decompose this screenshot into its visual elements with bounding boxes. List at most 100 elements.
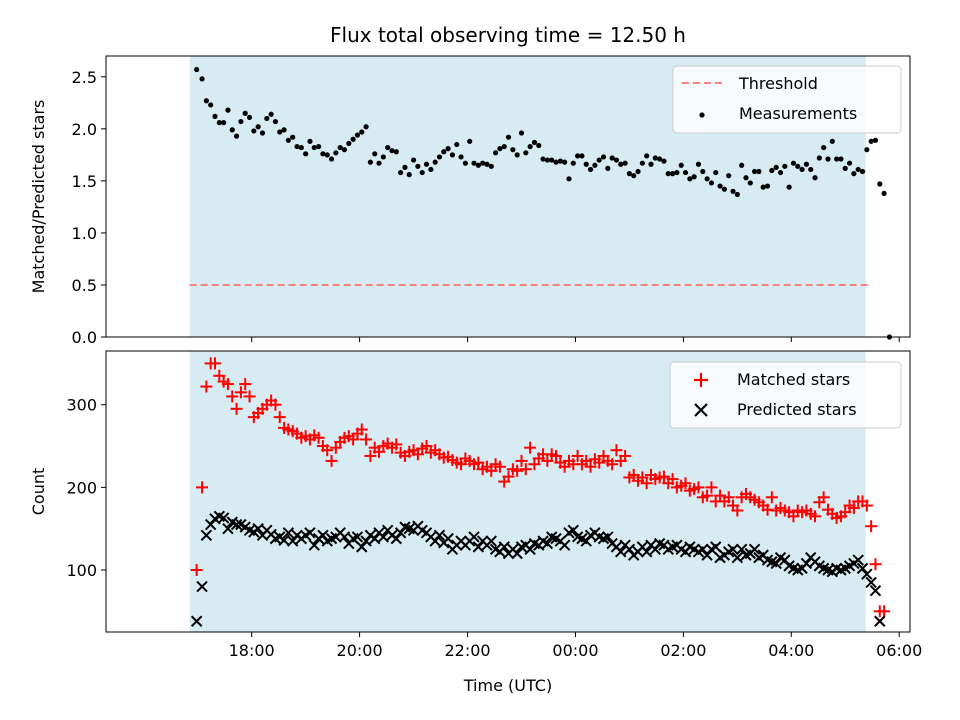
matched-star-point (221, 378, 234, 391)
measurement-point (471, 160, 477, 166)
predicted-star-point (230, 518, 243, 531)
measurement-point (648, 161, 654, 167)
y-tick-label: 0.5 (72, 276, 97, 295)
predicted-star-point (800, 557, 813, 570)
matched-star-point (208, 357, 221, 370)
matched-star-point (200, 380, 213, 393)
matched-star-point (541, 454, 554, 467)
y-tick-label: 1.0 (72, 224, 97, 243)
predicted-star-point (468, 531, 480, 543)
predicted-star-point (360, 535, 372, 547)
measurement-point (730, 188, 736, 194)
measurement-point (398, 169, 404, 176)
bottom-axes-frame (105, 350, 911, 633)
measurement-point (734, 191, 740, 198)
measurement-point (441, 149, 447, 155)
measurement-point (212, 113, 218, 119)
measurement-point (717, 183, 723, 189)
measurement-point (773, 164, 779, 170)
matched-star-point (493, 460, 506, 473)
measurement-point (713, 169, 719, 176)
measurement-point (480, 160, 486, 166)
predicted-star-point (217, 512, 230, 524)
matched-star-point (196, 481, 209, 494)
predicted-star-point (485, 535, 497, 547)
matched-star-point (619, 449, 632, 462)
predicted-star-point (252, 522, 264, 535)
matched-star-point (472, 456, 485, 469)
measurement-point (272, 118, 279, 125)
measurement-point (531, 139, 538, 145)
y-tick-label: 1.5 (72, 172, 97, 191)
measurement-point (221, 120, 227, 126)
measurement-point (311, 144, 317, 151)
matched-star-point (511, 464, 524, 477)
measurement-point (609, 155, 615, 161)
predicted-star-point (433, 529, 446, 542)
predicted-star-point (735, 543, 748, 556)
y-tick-label: 2.0 (72, 120, 97, 139)
measurement-point (436, 154, 443, 160)
measurement-point (652, 155, 658, 161)
matched-star-point (226, 390, 239, 403)
measurement-point (777, 169, 784, 176)
matched-star-point (360, 433, 373, 446)
measurement-point (657, 156, 663, 162)
bottom-y-ticks: 100 200 300 (66, 396, 106, 580)
measurement-point (406, 172, 412, 178)
matched-star-point (571, 449, 584, 462)
predicted-star-point (770, 557, 782, 570)
measurement-point (492, 150, 499, 156)
measurement-point (739, 162, 745, 168)
matched-star-point (878, 605, 891, 618)
matched-star-point (610, 444, 623, 457)
measurement-point (868, 138, 874, 144)
legend-matched-swatch (694, 373, 708, 387)
measurement-point (864, 147, 870, 153)
y-tick-label: 2.5 (72, 68, 97, 87)
y-tick-label: 0.0 (72, 328, 97, 347)
measurement-point (536, 142, 542, 149)
measurement-point (255, 124, 261, 130)
x-tick-label: 18:00 (229, 641, 275, 660)
x-tick-label: 00:00 (552, 641, 598, 660)
top-legend-box (672, 65, 902, 134)
measurement-point (575, 153, 581, 159)
predicted-star-point (196, 580, 208, 593)
measurement-point (203, 98, 209, 104)
measurement-point (842, 165, 848, 171)
bottom-x-ticks: 18:00 20:00 22:00 00:00 02:00 04:00 06:00 (229, 632, 922, 660)
predicted-star-point (623, 543, 636, 556)
measurement-point (872, 137, 879, 143)
measurement-point (687, 176, 693, 182)
measurement-point (553, 159, 559, 165)
measurement-point (246, 114, 253, 121)
measurement-point (467, 138, 473, 144)
matched-star-point (485, 464, 498, 477)
measurement-point (756, 168, 762, 175)
predicted-star-point (222, 522, 234, 535)
x-tick-label: 04:00 (768, 641, 814, 660)
measurement-point (523, 150, 529, 156)
measurement-point (505, 134, 512, 140)
matched-star-point (593, 456, 606, 469)
measurement-point (514, 152, 520, 158)
measurement-point (743, 175, 749, 181)
measurement-point (562, 159, 568, 165)
measurement-point (579, 153, 585, 159)
measurement-point (605, 165, 611, 171)
top-x-ticks (251, 337, 900, 342)
measurement-point (354, 132, 361, 138)
x-tick-label: 22:00 (444, 641, 490, 660)
predicted-star-point (472, 541, 485, 553)
measurement-point (359, 129, 365, 135)
predicted-star-point (541, 537, 554, 550)
measurement-point (838, 156, 844, 162)
legend-predicted-label: Predicted stars (737, 400, 857, 419)
predicted-star-point (615, 546, 627, 558)
predicted-star-point (727, 543, 739, 556)
measurement-point (635, 168, 641, 175)
measurement-point (367, 159, 374, 165)
measurement-point (631, 173, 637, 179)
measurement-point (786, 184, 792, 190)
